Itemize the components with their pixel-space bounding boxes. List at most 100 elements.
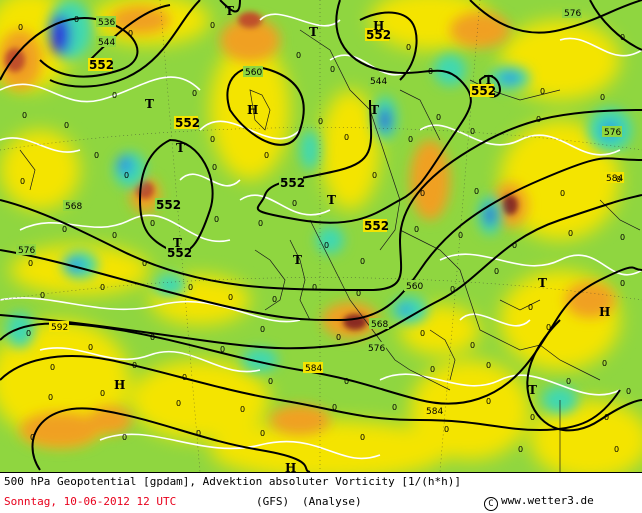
contour-label: 552 xyxy=(364,219,389,233)
contour-label: 576 xyxy=(368,344,385,354)
zero-marker: 0 xyxy=(210,135,215,144)
zero-marker: 0 xyxy=(74,15,79,24)
low-pressure-label: T xyxy=(145,97,154,111)
zero-marker: 0 xyxy=(536,115,541,124)
zero-marker: 0 xyxy=(428,67,433,76)
model-name: (GFS) xyxy=(256,495,290,508)
zero-marker: 0 xyxy=(176,399,181,408)
zero-marker: 0 xyxy=(512,241,517,250)
zero-marker: 0 xyxy=(470,127,475,136)
zero-marker: 0 xyxy=(626,387,631,396)
low-pressure-label: T xyxy=(538,276,547,290)
zero-marker: 0 xyxy=(192,89,197,98)
zero-marker: 0 xyxy=(272,295,277,304)
zero-marker: 0 xyxy=(214,215,219,224)
zero-marker: 0 xyxy=(470,341,475,350)
zero-marker: 0 xyxy=(494,267,499,276)
zero-marker: 0 xyxy=(292,199,297,208)
zero-marker: 0 xyxy=(436,113,441,122)
zero-marker: 0 xyxy=(312,283,317,292)
zero-marker: 0 xyxy=(62,225,67,234)
zero-marker: 0 xyxy=(600,93,605,102)
zero-marker: 0 xyxy=(20,177,25,186)
map-description: 500 hPa Geopotential [gpdam], Advektion … xyxy=(4,475,461,488)
coastlines xyxy=(19,29,641,472)
low-pressure-label: T xyxy=(528,383,537,397)
zero-marker: 0 xyxy=(530,413,535,422)
zero-marker: 0 xyxy=(268,377,273,386)
contour-label: 552 xyxy=(167,246,192,260)
contour-label: 552 xyxy=(89,58,114,72)
pressure-centers: T H T T H T T T T T T T H T H H xyxy=(114,4,610,472)
zero-marker: 0 xyxy=(48,393,53,402)
contour-label: 552 xyxy=(366,28,391,42)
high-pressure-label: H xyxy=(285,461,296,472)
map-area: 536 544 552 552 552 552 552 552 552 552 xyxy=(0,0,642,472)
zero-marker: 0 xyxy=(64,121,69,130)
zero-marker: 0 xyxy=(356,289,361,298)
zero-marker: 0 xyxy=(336,333,341,342)
low-pressure-label: T xyxy=(173,236,182,250)
zero-marker: 0 xyxy=(22,111,27,120)
zero-marker: 0 xyxy=(88,343,93,352)
zero-marker: 0 xyxy=(100,389,105,398)
zero-marker: 0 xyxy=(260,429,265,438)
zero-marker: 0 xyxy=(486,361,491,370)
zero-marker: 0 xyxy=(188,283,193,292)
zero-marker: 0 xyxy=(620,33,625,42)
zero-marker: 0 xyxy=(196,429,201,438)
zero-marker: 0 xyxy=(474,187,479,196)
contour-label: 592 xyxy=(51,323,68,333)
zero-marker: 0 xyxy=(28,259,33,268)
contour-label: 560 xyxy=(245,68,262,78)
zero-marker: 0 xyxy=(228,293,233,302)
high-pressure-label: H xyxy=(247,103,258,117)
contour-label: 560 xyxy=(406,282,423,292)
zero-marker: 0 xyxy=(450,285,455,294)
zero-marker: 0 xyxy=(528,303,533,312)
contour-label: 576 xyxy=(564,9,581,19)
zero-marker: 0 xyxy=(220,345,225,354)
zero-marker: 0 xyxy=(50,363,55,372)
zero-marker: 0 xyxy=(566,377,571,386)
contour-label: 584 xyxy=(606,174,623,184)
zero-marker: 0 xyxy=(240,405,245,414)
contour-label: 568 xyxy=(371,320,388,330)
zero-marker: 0 xyxy=(420,329,425,338)
run-type: (Analyse) xyxy=(302,495,362,508)
zero-marker: 0 xyxy=(30,433,35,442)
zero-marker: 0 xyxy=(568,229,573,238)
zero-marker: 0 xyxy=(620,233,625,242)
high-pressure-label: H xyxy=(114,378,125,392)
zero-marker: 0 xyxy=(444,425,449,434)
contour-label: 544 xyxy=(98,38,115,48)
zero-marker: 0 xyxy=(392,403,397,412)
zero-marker: 0 xyxy=(408,135,413,144)
low-pressure-label: T xyxy=(293,253,302,267)
zero-marker: 0 xyxy=(620,279,625,288)
zero-marker: 0 xyxy=(344,377,349,386)
zero-marker: 0 xyxy=(132,361,137,370)
contour-label: 536 xyxy=(98,18,115,28)
contour-label: 584 xyxy=(305,364,322,374)
source-url[interactable]: www.wetter3.de xyxy=(501,494,594,507)
copyright-icon: C xyxy=(484,497,498,511)
zero-marker: 0 xyxy=(332,403,337,412)
zero-marker: 0 xyxy=(264,151,269,160)
zero-marker: 0 xyxy=(100,283,105,292)
map-footer: 500 hPa Geopotential [gpdam], Advektion … xyxy=(0,472,642,513)
high-pressure-label: H xyxy=(599,305,610,319)
map-svg: 536 544 552 552 552 552 552 552 552 552 xyxy=(0,0,642,472)
zero-marker: 0 xyxy=(150,333,155,342)
low-pressure-label: T xyxy=(370,103,379,117)
zero-marker: 0 xyxy=(112,91,117,100)
zero-marker: 0 xyxy=(604,413,609,422)
zero-marker: 0 xyxy=(546,323,551,332)
map-date: Sonntag, 10-06-2012 12 UTC xyxy=(4,495,177,508)
zero-marker: 0 xyxy=(18,23,23,32)
zero-marker: 0 xyxy=(142,259,147,268)
zero-marker: 0 xyxy=(210,21,215,30)
zero-marker: 0 xyxy=(260,325,265,334)
low-pressure-label: T xyxy=(327,193,336,207)
